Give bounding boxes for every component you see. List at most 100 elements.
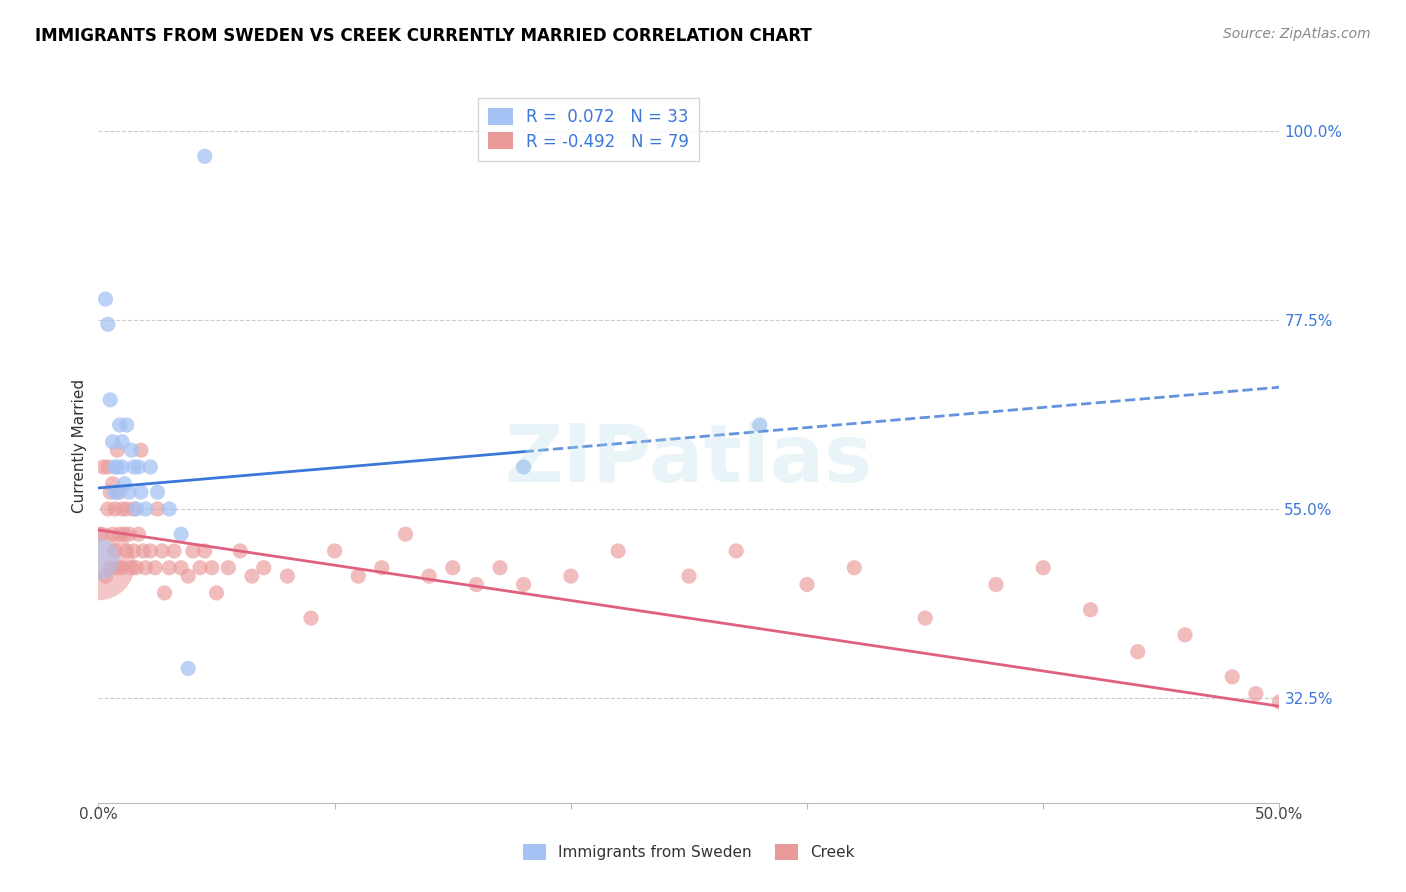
Point (94, 569, 117, 583)
Point (105, 485, 128, 500)
Point (796, 577, 818, 591)
Point (299, 611, 322, 625)
Point (150, 544, 173, 558)
Point (105, 443, 128, 458)
Point (97, 318, 120, 332)
Point (181, 544, 204, 558)
Point (129, 485, 152, 500)
Text: Source: ZipAtlas.com: Source: ZipAtlas.com (1223, 27, 1371, 41)
Point (143, 560, 166, 574)
Point (125, 502, 148, 516)
Point (128, 527, 150, 541)
Point (98, 560, 121, 574)
Text: 50.0%: 50.0% (1256, 807, 1303, 822)
Point (118, 527, 141, 541)
Point (194, 149, 217, 163)
Point (1268, 695, 1291, 709)
Point (98, 485, 121, 500)
Point (108, 527, 131, 541)
Point (115, 417, 138, 432)
Point (104, 485, 127, 500)
Point (177, 661, 200, 675)
Point (105, 560, 128, 574)
Legend: Immigrants from Sweden, Creek: Immigrants from Sweden, Creek (517, 838, 860, 866)
Point (121, 560, 143, 574)
Point (115, 502, 138, 516)
Point (146, 485, 169, 500)
Point (253, 560, 276, 574)
Point (125, 560, 148, 574)
Point (194, 544, 217, 558)
Point (115, 544, 138, 558)
Point (111, 460, 134, 475)
Point (132, 544, 155, 558)
Point (188, 560, 211, 574)
Point (87, 557, 110, 571)
Point (108, 417, 131, 432)
Point (678, 569, 700, 583)
Point (163, 544, 186, 558)
Point (157, 560, 180, 574)
Point (1080, 603, 1102, 617)
Point (153, 586, 176, 600)
Point (112, 476, 135, 491)
Point (105, 460, 128, 475)
Point (205, 586, 228, 600)
Point (111, 434, 134, 449)
Point (489, 560, 512, 574)
Point (276, 569, 298, 583)
Text: IMMIGRANTS FROM SWEDEN VS CREEK CURRENTLY MARRIED CORRELATION CHART: IMMIGRANTS FROM SWEDEN VS CREEK CURRENTL… (35, 27, 811, 45)
Point (97, 502, 120, 516)
Y-axis label: Currently Married: Currently Married (72, 379, 87, 513)
Point (725, 544, 748, 558)
Point (108, 485, 131, 500)
Point (157, 502, 180, 516)
Point (91, 460, 114, 475)
Point (101, 476, 124, 491)
Point (441, 560, 464, 574)
Point (104, 460, 127, 475)
Point (512, 460, 534, 475)
Point (1032, 560, 1054, 574)
Point (748, 417, 770, 432)
Point (1220, 670, 1243, 684)
Point (135, 502, 157, 516)
Point (139, 460, 162, 475)
Point (111, 560, 134, 574)
Point (217, 560, 239, 574)
Point (104, 502, 127, 516)
Point (418, 569, 440, 583)
Point (111, 502, 134, 516)
Point (607, 544, 630, 558)
Point (1174, 628, 1197, 642)
Point (201, 560, 224, 574)
Point (512, 577, 534, 591)
Point (914, 611, 936, 625)
Point (94, 292, 117, 306)
Point (347, 569, 370, 583)
Point (118, 485, 141, 500)
Point (984, 577, 1007, 591)
Point (1126, 645, 1149, 659)
Point (170, 527, 193, 541)
Point (121, 443, 143, 458)
Point (87, 552, 110, 566)
Point (146, 502, 169, 516)
Point (97, 460, 120, 475)
Point (128, 460, 150, 475)
Point (101, 527, 124, 541)
Point (323, 544, 346, 558)
Point (90, 527, 112, 541)
Point (1244, 687, 1267, 701)
Point (122, 544, 145, 558)
Point (104, 544, 127, 558)
Point (135, 560, 157, 574)
Point (240, 569, 263, 583)
Text: 0.0%: 0.0% (79, 807, 118, 822)
Point (98, 392, 121, 407)
Point (560, 569, 582, 583)
Point (177, 569, 200, 583)
Point (129, 443, 152, 458)
Point (170, 560, 193, 574)
Text: ZIPatlas: ZIPatlas (505, 421, 873, 500)
